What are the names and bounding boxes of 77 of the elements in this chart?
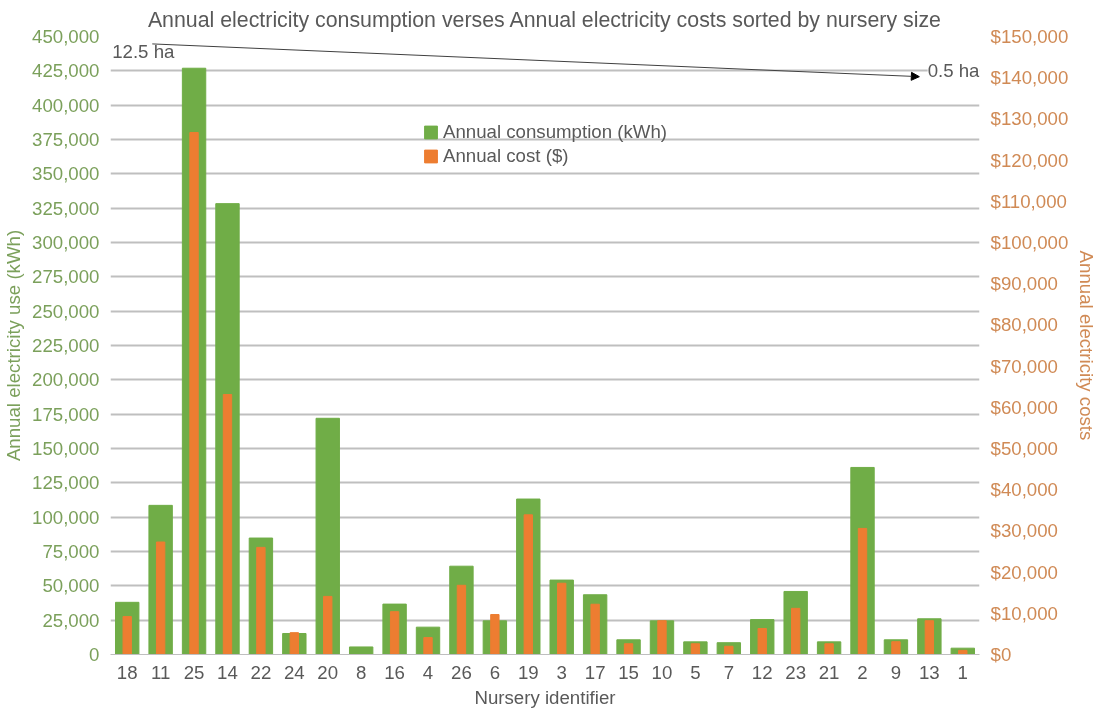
y2-axis-title: Annual electricity costs	[1076, 250, 1098, 441]
y2-tick-label: $20,000	[990, 561, 1058, 583]
x-tick-label: 13	[918, 661, 940, 683]
x-tick-label: 5	[690, 661, 701, 683]
y2-tick-label: $140,000	[990, 67, 1069, 89]
chart-title: Annual electricity consumption verses Annual electricity costs sorted by nursery size	[147, 7, 941, 32]
y2-tick-label: $80,000	[990, 314, 1058, 336]
bar	[222, 394, 233, 655]
annotation: 0.5 ha	[927, 59, 981, 81]
bar	[348, 646, 374, 655]
bar	[155, 541, 166, 655]
y-tick-label: 350,000	[32, 163, 100, 185]
y-tick-label: 200,000	[32, 369, 100, 391]
x-tick-label: 20	[317, 661, 339, 683]
x-tick-label: 8	[355, 661, 367, 683]
y-tick-label: 225,000	[32, 335, 100, 356]
x-axis-title: Nursery identifier	[474, 686, 616, 708]
x-tick-label: 23	[785, 661, 807, 683]
y-tick-label: 425,000	[32, 60, 100, 82]
y-tick-label: 100,000	[32, 506, 100, 528]
bar	[323, 595, 333, 655]
y-tick-label: 375,000	[32, 129, 100, 150]
x-tick-label: 14	[217, 661, 238, 683]
y-tick-label: 0	[89, 644, 100, 665]
y-tick-label: 150,000	[32, 438, 100, 459]
bar	[857, 527, 868, 655]
x-tick-label: 4	[422, 661, 434, 683]
y2-tick-label: $10,000	[990, 602, 1058, 624]
y2-tick-label: $130,000	[990, 108, 1069, 130]
x-tick-label: 25	[183, 661, 205, 683]
annotation: 12.5 ha	[112, 40, 176, 62]
y2-tick-label: $150,000	[990, 26, 1069, 47]
x-tick-label: 12	[751, 661, 773, 683]
y2-tick-label: $50,000	[990, 438, 1058, 459]
x-tick-label: 15	[618, 661, 639, 683]
x-tick-label: 11	[150, 661, 171, 683]
bar	[423, 637, 433, 655]
y2-tick-label: $90,000	[990, 273, 1058, 295]
y-tick-label: 325,000	[32, 197, 100, 219]
y-tick-label: 50,000	[42, 575, 100, 597]
x-tick-label: 17	[584, 661, 606, 683]
y2-tick-label: $0	[990, 644, 1012, 665]
y-tick-label: 25,000	[42, 609, 100, 631]
legend-label: Annual consumption (kWh)	[443, 121, 667, 143]
x-tick-label: 2	[857, 661, 868, 683]
bar	[122, 616, 132, 655]
x-tick-label: 6	[489, 661, 501, 683]
x-tick-label: 21	[818, 661, 840, 683]
bar	[791, 607, 801, 655]
y2-tick-label: $120,000	[990, 149, 1069, 171]
x-tick-label: 10	[651, 661, 673, 683]
y2-tick-label: $40,000	[990, 479, 1058, 501]
x-tick-label: 26	[451, 661, 472, 683]
x-tick-label: 22	[250, 661, 272, 683]
legend-label: Annual cost ($)	[443, 145, 569, 167]
x-tick-label: 9	[890, 661, 902, 683]
y-tick-label: 125,000	[32, 472, 100, 494]
y2-tick-label: $60,000	[990, 396, 1058, 418]
y-axis-title: Annual electricity use (kWh)	[3, 229, 25, 462]
x-tick-label: 19	[517, 661, 539, 683]
y-tick-label: 450,000	[32, 26, 100, 47]
y-tick-label: 300,000	[32, 232, 100, 253]
x-tick-label: 7	[723, 661, 735, 683]
x-tick-label: 1	[957, 661, 968, 683]
y-tick-label: 75,000	[42, 541, 100, 562]
x-tick-label: 24	[283, 661, 305, 683]
y2-tick-label: $100,000	[990, 232, 1069, 253]
y-tick-label: 175,000	[32, 403, 100, 425]
y2-tick-label: $110,000	[990, 190, 1067, 212]
y-tick-label: 250,000	[32, 300, 100, 322]
x-tick-label: 3	[556, 661, 567, 683]
x-tick-label: 18	[116, 661, 138, 683]
y-tick-label: 275,000	[32, 266, 100, 288]
x-tick-label: 16	[384, 661, 405, 683]
y-tick-label: 400,000	[32, 94, 100, 116]
y2-tick-label: $70,000	[990, 355, 1058, 377]
y2-tick-label: $30,000	[990, 520, 1058, 542]
